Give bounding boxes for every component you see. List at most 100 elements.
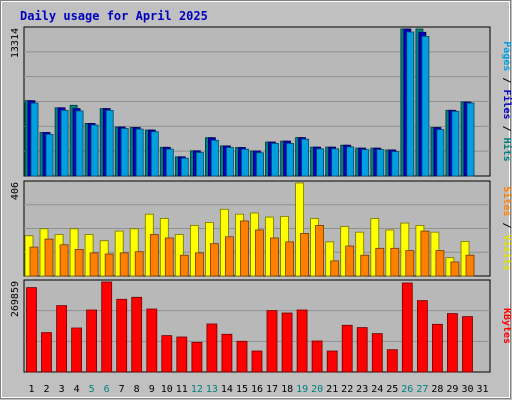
bar-sites-day-20	[315, 224, 325, 277]
bar-visits-day-23	[355, 231, 365, 277]
bar-kbytes-day-10	[161, 335, 173, 373]
bar-sites-day-23	[360, 254, 370, 277]
x-tick-label: 22	[341, 384, 353, 395]
x-tick-label: 4	[74, 384, 80, 395]
bar-pages-day-12	[195, 152, 204, 177]
bar-sites-day-30	[465, 254, 475, 277]
x-tick-label: 23	[356, 384, 368, 395]
bar-kbytes-day-26	[401, 282, 413, 373]
side-label-part: KBytes	[501, 308, 512, 344]
x-tick-label: 30	[461, 384, 473, 395]
bar-pages-day-24	[376, 149, 385, 177]
side-label-part: Pages	[501, 41, 512, 71]
bar-pages-day-16	[256, 152, 264, 177]
x-tick-label: 15	[236, 384, 248, 395]
bar-pages-day-20	[316, 148, 325, 177]
bar-visits-day-26	[400, 222, 410, 277]
x-tick-label: 19	[296, 384, 308, 395]
side-label-part: Files	[501, 89, 512, 119]
bar-pages-day-27	[421, 36, 430, 177]
x-tick-label: 13	[206, 384, 218, 395]
x-tick-label: 18	[281, 384, 293, 395]
bar-kbytes-day-24	[371, 333, 383, 373]
side-label-part: /	[501, 120, 512, 138]
bar-pages-day-25	[391, 151, 400, 177]
bar-sites-day-27	[420, 230, 430, 277]
x-tick-label: 29	[446, 384, 458, 395]
bar-kbytes-day-16	[251, 350, 263, 373]
bar-visits-day-19	[295, 182, 305, 277]
side-label-part: Sites	[501, 186, 512, 216]
x-tick-label: 20	[311, 384, 323, 395]
panel-top: 13314 Pages / Files / Hits	[10, 26, 512, 177]
bar-pages-day-2	[45, 133, 54, 177]
bar-kbytes-day-22	[341, 324, 353, 373]
bar-kbytes-day-28	[431, 323, 443, 373]
x-tick-label: 6	[104, 384, 110, 395]
bar-pages-day-26	[406, 31, 415, 177]
bar-sites-day-28	[435, 250, 445, 277]
bar-sites-day-24	[375, 247, 385, 277]
x-tick-label: 14	[221, 384, 233, 395]
bar-kbytes-day-7	[116, 298, 128, 373]
x-tick-label: 27	[416, 384, 428, 395]
side-label-part: Visits	[501, 235, 512, 271]
bar-pages-day-18	[286, 142, 295, 177]
side-label-top: Pages / Files / Hits	[501, 41, 512, 161]
bar-sites-day-17	[270, 237, 279, 277]
bar-kbytes-day-12	[191, 341, 203, 373]
bar-sites-day-12	[194, 252, 204, 277]
bar-pages-day-28	[436, 129, 445, 177]
bar-pages-day-14	[225, 147, 234, 177]
x-tick-label: 12	[191, 384, 203, 395]
bar-kbytes-day-25	[386, 349, 398, 373]
bar-pages-day-7	[120, 128, 129, 177]
bar-kbytes-day-18	[281, 312, 293, 373]
panel-bot: 269859 KBytes	[10, 279, 512, 373]
bar-pages-day-5	[90, 124, 99, 177]
chart-panels: 13314 Pages / Files / Hits 406 Sites / Visi…	[10, 26, 512, 373]
bar-sites-day-11	[179, 254, 189, 277]
x-tick-label: 16	[251, 384, 263, 395]
bar-pages-day-3	[60, 110, 69, 177]
bar-sites-day-8	[134, 251, 144, 277]
bar-pages-day-11	[180, 157, 189, 177]
panel-mid: 406 Sites / Visits	[10, 180, 512, 277]
bar-pages-day-29	[451, 110, 460, 177]
x-tick-label: 24	[371, 384, 383, 395]
bar-kbytes-day-3	[56, 305, 67, 373]
x-tick-label: 7	[119, 384, 125, 395]
y-max-label-top: 13314	[10, 28, 21, 58]
bar-visits-day-21	[325, 241, 335, 277]
x-tick-label: 10	[161, 384, 173, 395]
bar-sites-day-6	[104, 253, 114, 277]
bar-sites-day-4	[74, 248, 84, 277]
bar-pages-day-13	[210, 139, 219, 177]
x-tick-label: 25	[386, 384, 398, 395]
bar-pages-day-1	[30, 102, 39, 177]
bar-sites-day-2	[44, 238, 54, 277]
x-tick-label: 5	[89, 384, 95, 395]
bar-kbytes-day-14	[221, 333, 233, 373]
x-tick-label: 21	[326, 384, 338, 395]
bar-sites-day-26	[405, 250, 415, 277]
x-tick-label: 1	[28, 384, 34, 395]
bar-pages-day-9	[150, 131, 159, 177]
bar-kbytes-day-11	[176, 336, 188, 373]
bar-sites-day-9	[149, 234, 159, 277]
side-label-part: /	[501, 71, 512, 89]
bar-sites-day-14	[224, 236, 234, 277]
bar-sites-day-1	[29, 246, 39, 277]
bar-pages-day-30	[466, 102, 475, 177]
bar-kbytes-day-15	[236, 340, 248, 373]
bar-pages-day-22	[346, 146, 355, 177]
bar-pages-day-19	[301, 138, 310, 177]
chart-title: Daily usage for April 2025	[20, 9, 208, 23]
bar-sites-day-29	[450, 261, 460, 277]
bar-kbytes-day-20	[311, 340, 323, 373]
bar-kbytes-day-8	[131, 296, 143, 373]
bar-sites-day-19	[300, 232, 310, 277]
bar-visits-day-24	[370, 218, 380, 277]
